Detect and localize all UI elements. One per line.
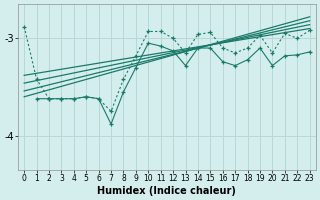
X-axis label: Humidex (Indice chaleur): Humidex (Indice chaleur): [98, 186, 236, 196]
